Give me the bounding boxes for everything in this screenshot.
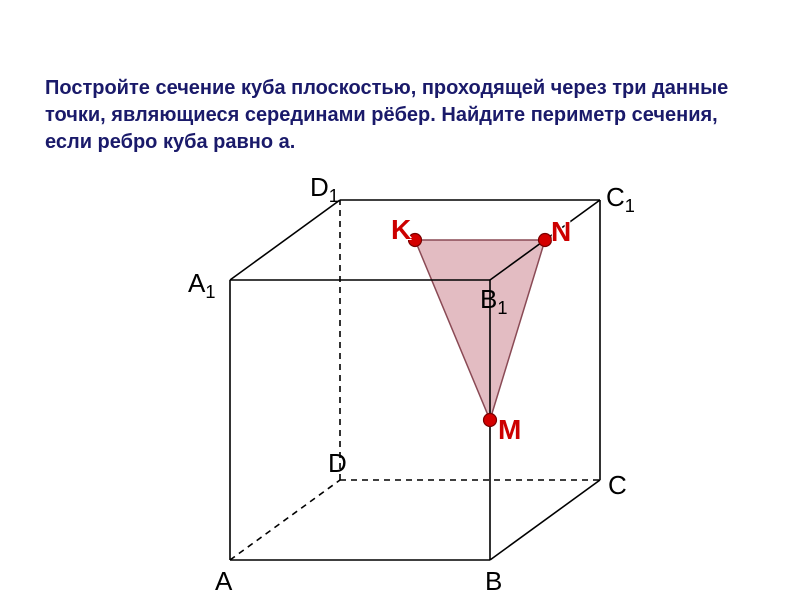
vertex-label-B1: B1 — [480, 284, 507, 319]
vertex-label-D: D — [328, 448, 347, 479]
edge-D1-A1 — [230, 200, 340, 280]
point-label-K: K — [391, 214, 411, 246]
edge-A-D — [230, 480, 340, 560]
problem-text: Постройте сечение куба плоскостью, прохо… — [45, 75, 765, 156]
point-label-N: N — [551, 216, 571, 248]
vertex-label-C1: C1 — [606, 182, 635, 217]
point-label-M: M — [498, 414, 521, 446]
point-M — [484, 414, 497, 427]
point-N — [539, 234, 552, 247]
vertex-label-A: A — [215, 566, 232, 597]
section-triangle — [415, 240, 545, 420]
vertex-label-B: B — [485, 566, 502, 597]
vertex-label-C: C — [608, 470, 627, 501]
vertex-label-D1: D1 — [310, 172, 339, 207]
edge-B-C — [490, 480, 600, 560]
cube-diagram: ABCDA1B1C1D1KNM — [160, 170, 640, 590]
vertex-label-A1: A1 — [188, 268, 215, 303]
